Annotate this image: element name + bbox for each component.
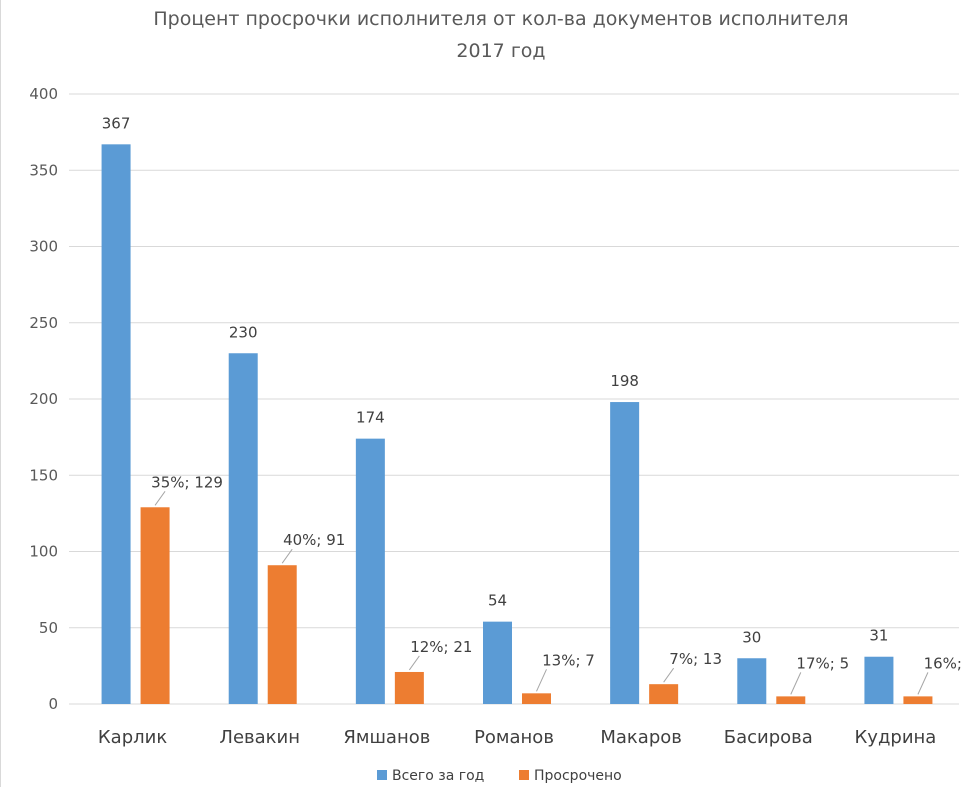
- x-tick-label: Макаров: [600, 727, 682, 748]
- x-tick-label: Ямшанов: [343, 727, 430, 748]
- legend-swatch: [377, 770, 387, 780]
- data-label-total: 31: [869, 627, 888, 645]
- bar-overdue: [649, 684, 679, 704]
- y-tick-label: 300: [29, 238, 58, 256]
- leader-line: [408, 655, 420, 671]
- legend-swatch: [519, 770, 529, 780]
- bar-total: [737, 658, 767, 704]
- legend-label: Всего за год: [392, 768, 484, 784]
- x-tick-label: Кудрина: [855, 727, 937, 748]
- bar-overdue: [776, 696, 806, 704]
- leader-line: [917, 672, 929, 695]
- y-tick-label: 250: [29, 314, 58, 332]
- data-label-total: 30: [742, 628, 761, 646]
- data-label-overdue: 13%; 7: [542, 651, 595, 669]
- bar-overdue: [140, 507, 170, 704]
- data-label-overdue: 12%; 21: [410, 638, 472, 656]
- data-label-overdue: 17%; 5: [796, 654, 849, 672]
- bar-overdue: [267, 565, 297, 704]
- y-tick-label: 50: [39, 619, 58, 637]
- leader-line: [663, 667, 675, 683]
- x-tick-label: Карлик: [98, 727, 167, 748]
- leader-line: [154, 490, 166, 506]
- leader-line: [281, 548, 293, 564]
- chart-subtitle: 2017 год: [456, 40, 546, 62]
- y-tick-label: 200: [29, 390, 58, 408]
- bar-total: [355, 438, 385, 704]
- data-label-overdue: 40%; 91: [283, 531, 345, 549]
- data-label-total: 174: [356, 409, 385, 427]
- x-tick-label: Романов: [474, 727, 554, 748]
- data-label-overdue: 16%; 5: [924, 654, 963, 672]
- data-label-total: 198: [610, 372, 639, 390]
- bar-total: [610, 402, 640, 704]
- data-label-overdue: 7%; 13: [669, 650, 722, 668]
- y-tick-label: 0: [48, 695, 58, 713]
- chart-title: Процент просрочки исполнителя от кол-ва …: [153, 8, 849, 30]
- bar-total: [101, 144, 131, 704]
- bar-total: [228, 353, 258, 704]
- bar-overdue: [394, 671, 424, 704]
- bar-total: [483, 621, 512, 704]
- data-label-total: 367: [102, 114, 131, 132]
- legend-label: Просрочено: [534, 768, 622, 784]
- bar-overdue: [522, 693, 551, 704]
- data-label-total: 230: [229, 323, 258, 341]
- y-tick-label: 350: [29, 161, 58, 179]
- y-tick-label: 400: [29, 85, 58, 103]
- x-tick-label: Левакин: [219, 727, 300, 748]
- bar-total: [864, 656, 894, 704]
- y-tick-label: 150: [29, 466, 58, 484]
- leader-line: [790, 672, 802, 695]
- leader-line: [536, 669, 547, 692]
- bar-overdue: [903, 696, 933, 704]
- data-label-overdue: 35%; 129: [151, 473, 223, 491]
- y-tick-label: 100: [29, 543, 58, 561]
- data-label-total: 54: [488, 592, 507, 610]
- x-tick-label: Басирова: [724, 727, 813, 748]
